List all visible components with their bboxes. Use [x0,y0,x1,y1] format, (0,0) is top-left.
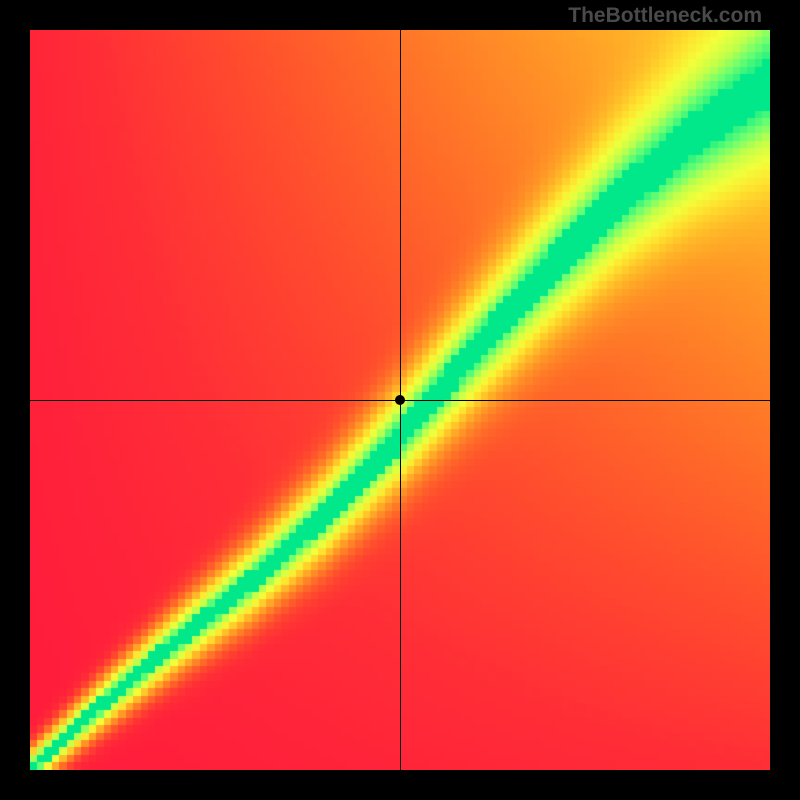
plot-area [30,30,770,770]
watermark-text: TheBottleneck.com [568,4,762,28]
crosshair-marker [395,395,405,405]
